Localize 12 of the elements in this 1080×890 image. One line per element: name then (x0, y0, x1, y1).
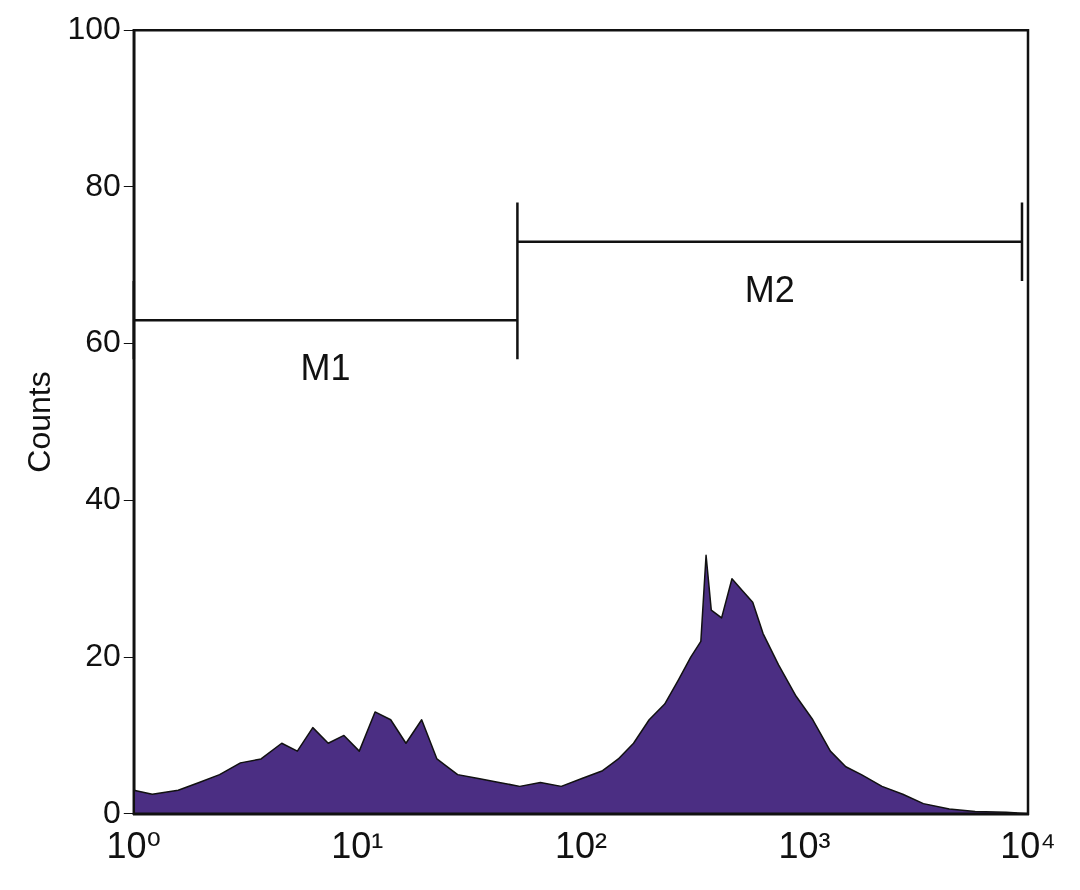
y-tick-label: 80 (85, 166, 121, 203)
series-label: M2 (744, 268, 795, 310)
x-tick-label: 10² (554, 825, 607, 867)
x-tick-label: 10³ (778, 825, 831, 867)
y-tick-label: 20 (85, 636, 121, 673)
y-tick-label: 100 (67, 10, 121, 47)
x-tick-label: 10⁴ (1000, 825, 1056, 867)
series-label: M1 (300, 347, 351, 389)
y-tick-label: 40 (85, 480, 121, 517)
y-tick-label: 60 (85, 323, 121, 360)
x-tick-label: 10¹ (331, 825, 384, 867)
y-axis-title: Counts (21, 371, 58, 473)
